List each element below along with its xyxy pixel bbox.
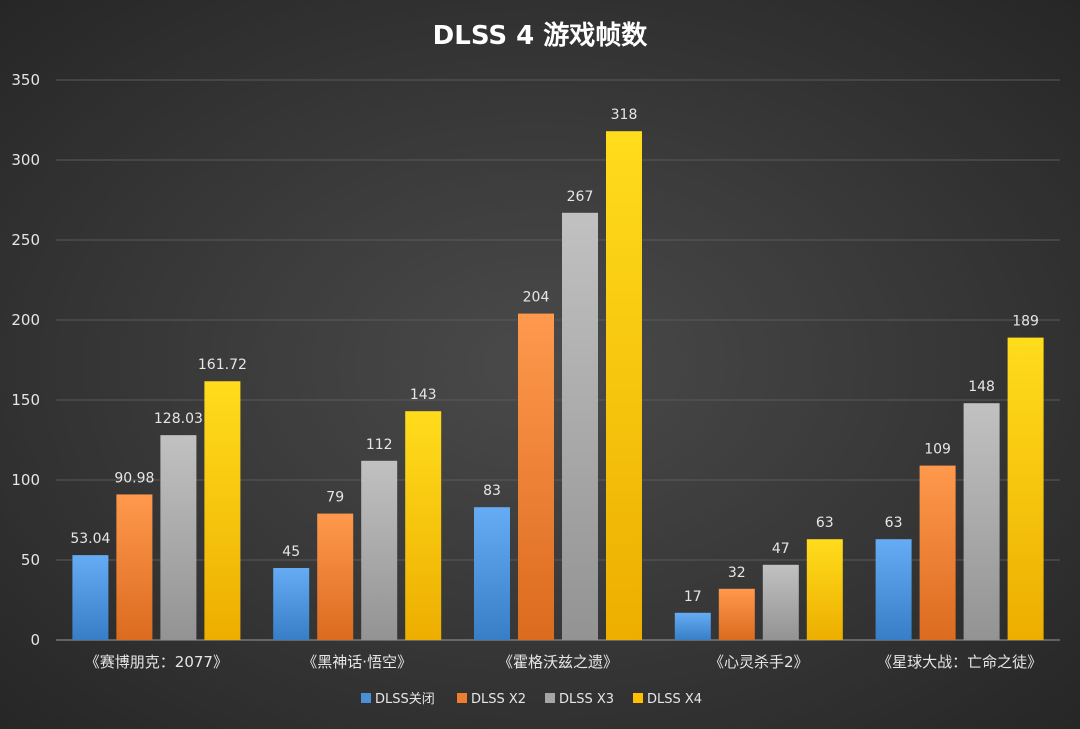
bar-value-label: 53.04 — [70, 531, 110, 547]
bar-value-label: 318 — [611, 107, 638, 123]
legend-label: DLSS X2 — [471, 692, 526, 707]
x-category-label: 《赛博朋克：2077》 — [85, 653, 228, 671]
legend-label: DLSS X4 — [647, 692, 702, 707]
y-tick-label: 350 — [11, 71, 40, 89]
bar — [273, 568, 310, 640]
x-category-label: 《黑神话·悟空》 — [302, 653, 412, 671]
bar — [562, 212, 598, 641]
bar-value-label: 112 — [366, 437, 393, 453]
bar — [405, 411, 442, 640]
bar-value-label: 83 — [483, 483, 501, 499]
bar-value-label: 161.72 — [198, 357, 247, 373]
bar — [1007, 337, 1044, 640]
bar-value-label: 148 — [968, 379, 995, 395]
bar — [875, 539, 912, 640]
legend: DLSS关闭 DLSS X2 DLSS X3 DLSS X4 — [361, 692, 702, 707]
bar — [317, 513, 354, 640]
legend-item: DLSS关闭 — [361, 692, 435, 707]
bar — [204, 381, 241, 640]
bar-value-label: 143 — [410, 387, 437, 403]
y-tick-label: 150 — [11, 391, 40, 409]
bar — [963, 403, 1000, 640]
y-tick-label: 250 — [11, 231, 40, 249]
legend-item: DLSS X2 — [457, 692, 526, 707]
bar — [674, 612, 711, 640]
legend-item: DLSS X4 — [633, 692, 702, 707]
bar — [72, 555, 109, 640]
chart-title: DLSS 4 游戏帧数 — [433, 21, 649, 51]
bar — [518, 313, 554, 640]
bar — [116, 494, 153, 640]
bar — [160, 435, 197, 640]
bar — [762, 564, 799, 640]
y-tick-label: 300 — [11, 151, 40, 169]
bar — [361, 460, 398, 640]
x-category-label: 《心灵杀手2》 — [709, 653, 809, 671]
y-tick-label: 100 — [11, 471, 40, 489]
bar-value-label: 204 — [523, 290, 550, 306]
x-category-label: 《星球大战：亡命之徒》 — [877, 653, 1042, 671]
bar-value-label: 47 — [772, 541, 790, 557]
bar — [919, 465, 956, 640]
bar-value-label: 267 — [567, 189, 594, 205]
bar — [806, 539, 843, 640]
y-tick-label: 50 — [21, 551, 40, 569]
bar-value-label: 189 — [1012, 314, 1039, 330]
bar-value-label: 45 — [282, 544, 300, 560]
legend-label: DLSS关闭 — [375, 692, 435, 707]
x-category-label: 《霍格沃兹之遗》 — [498, 653, 618, 671]
legend-swatch — [545, 693, 555, 703]
bar-value-label: 32 — [728, 565, 746, 581]
x-axis: 《赛博朋克：2077》 《黑神话·悟空》 《霍格沃兹之遗》 《心灵杀手2》 《星球大战：… — [85, 653, 1042, 671]
y-axis: 0 50 100 150 200 250 300 350 — [11, 71, 40, 649]
bar-value-label: 90.98 — [114, 470, 154, 486]
bar-value-label: 79 — [326, 490, 344, 506]
bar — [718, 588, 755, 640]
legend-item: DLSS X3 — [545, 692, 614, 707]
legend-swatch — [361, 693, 371, 703]
bar-value-label: 63 — [816, 515, 834, 531]
legend-label: DLSS X3 — [559, 692, 614, 707]
y-tick-label: 200 — [11, 311, 40, 329]
data-labels: 53.04 90.98 128.03 161.72 45 79 112 143 83 204 267… — [70, 107, 1039, 605]
bar-value-label: 63 — [885, 515, 903, 531]
legend-swatch — [633, 693, 643, 703]
bar — [606, 131, 642, 640]
bar-value-label: 109 — [924, 442, 951, 458]
legend-swatch — [457, 693, 467, 703]
bars — [72, 131, 1044, 641]
y-tick-label: 0 — [30, 631, 40, 649]
bar-value-label: 17 — [684, 589, 702, 605]
bar — [474, 507, 510, 640]
bar-value-label: 128.03 — [154, 411, 203, 427]
